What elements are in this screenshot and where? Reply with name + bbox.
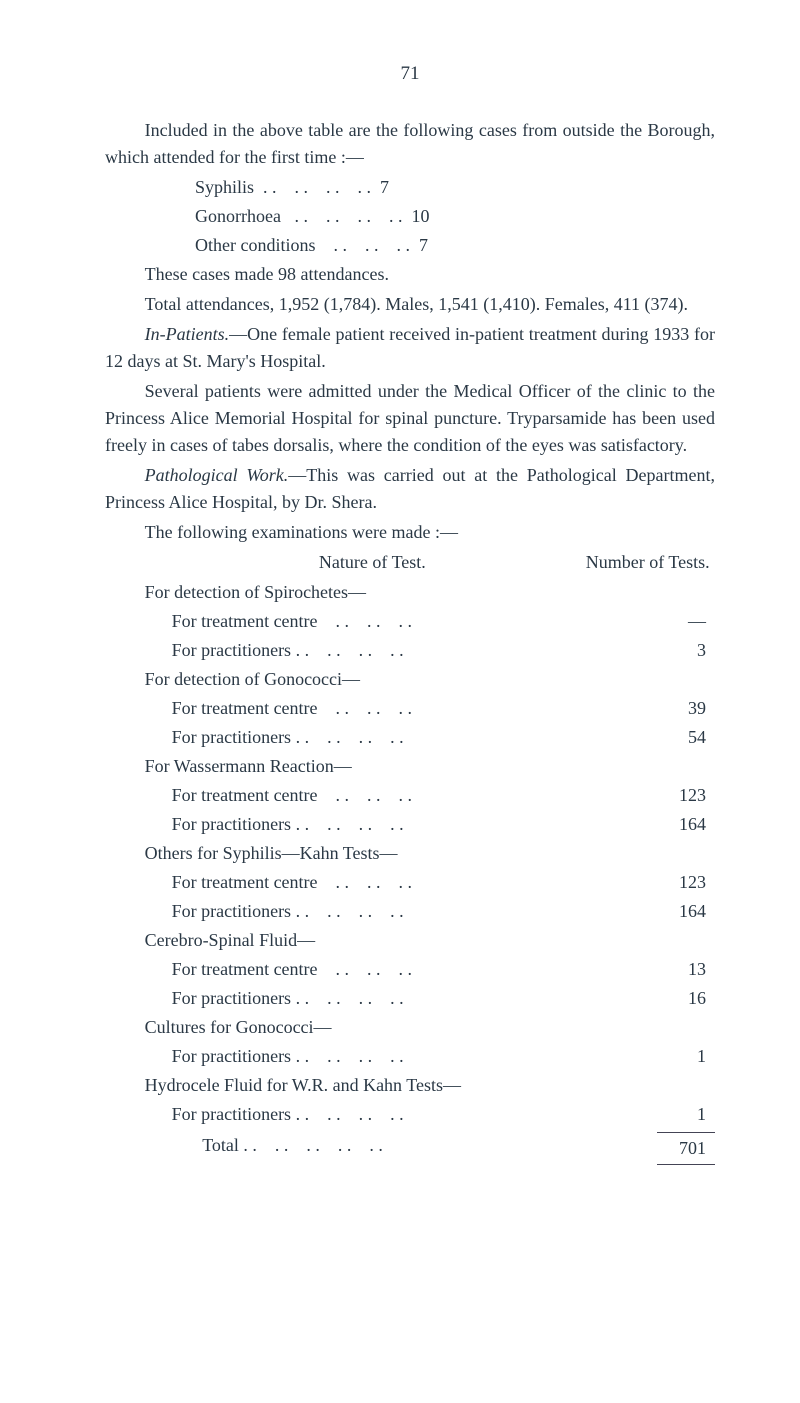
- tests-body: For detection of Spirochetes—For treatme…: [105, 579, 715, 1128]
- paragraph-following: The following examinations were made :—: [105, 519, 715, 546]
- list-label: Other conditions: [195, 232, 315, 259]
- section-title: Cultures for Gonococci—: [105, 1014, 715, 1041]
- section-title: For detection of Spirochetes—: [105, 579, 715, 606]
- total-dots: . . . . . . . .: [257, 1132, 657, 1165]
- test-row: For practitioners . . . . . . . . 1: [172, 1101, 715, 1128]
- test-row-label: For practitioners . .: [172, 1043, 309, 1070]
- pathological-heading: Pathological Work.: [145, 465, 289, 485]
- total-row: Total . . . . . . . . . . 701: [202, 1132, 715, 1165]
- paragraph-pathological: Pathological Work.—This was carried out …: [105, 462, 715, 516]
- test-row-label: For practitioners . .: [172, 1101, 309, 1128]
- list-label: Gonorrhoea: [195, 203, 281, 230]
- test-row-label: For practitioners . .: [172, 811, 309, 838]
- list-dots: . . . . . . . .: [254, 174, 380, 201]
- test-row-label: For practitioners . .: [172, 724, 309, 751]
- test-row: For treatment centre . . . . . . 123: [172, 782, 715, 809]
- tests-header: Nature of Test. Number of Tests.: [105, 549, 715, 576]
- test-row-dots: . . . . . .: [309, 1043, 657, 1070]
- tests-header-left: Nature of Test.: [105, 549, 586, 576]
- list-value: 7: [380, 174, 470, 201]
- test-row-value: 123: [657, 782, 715, 809]
- list-row: Other conditions . . . . . . 7: [195, 232, 715, 259]
- test-row-label: For treatment centre: [172, 956, 318, 983]
- test-row-value: 16: [657, 985, 715, 1012]
- test-row-dots: . . . . . .: [309, 985, 657, 1012]
- list-value: 7: [419, 232, 509, 259]
- test-row-label: For treatment centre: [172, 869, 318, 896]
- test-row-dots: . . . . . .: [318, 956, 658, 983]
- test-row-value: 13: [657, 956, 715, 983]
- test-row-label: For practitioners . .: [172, 985, 309, 1012]
- test-row: For treatment centre . . . . . . 123: [172, 869, 715, 896]
- total-value: 701: [657, 1132, 715, 1165]
- page-number: 71: [105, 60, 715, 89]
- test-row-dots: . . . . . .: [318, 782, 658, 809]
- section-title: For Wassermann Reaction—: [105, 753, 715, 780]
- test-row-dots: . . . . . .: [318, 695, 658, 722]
- test-row-dots: . . . . . .: [309, 1101, 657, 1128]
- section-title: Hydrocele Fluid for W.R. and Kahn Tests—: [105, 1072, 715, 1099]
- list-value: 10: [411, 203, 510, 230]
- section-title: Cerebro-Spinal Fluid—: [105, 927, 715, 954]
- test-row: For practitioners . . . . . . . . 3: [172, 637, 715, 664]
- test-row: For practitioners . . . . . . . . 164: [172, 811, 715, 838]
- test-row: For treatment centre . . . . . . 39: [172, 695, 715, 722]
- test-row: For practitioners . . . . . . . . 54: [172, 724, 715, 751]
- test-row-dots: . . . . . .: [318, 869, 658, 896]
- test-row-label: For practitioners . .: [172, 898, 309, 925]
- paragraph-inpatients: In-Patients.—One female patient received…: [105, 321, 715, 375]
- test-row-value: 3: [657, 637, 715, 664]
- test-row: For practitioners . . . . . . . . 164: [172, 898, 715, 925]
- test-row: For practitioners . . . . . . . . 16: [172, 985, 715, 1012]
- inpatients-heading: In-Patients.: [145, 324, 229, 344]
- paragraph-totals: Total attendances, 1,952 (1,784). Males,…: [105, 291, 715, 318]
- attendance-list: Syphilis . . . . . . . . 7 Gonorrhoea . …: [195, 174, 715, 259]
- tests-header-right: Number of Tests.: [586, 549, 715, 576]
- list-row: Gonorrhoea . . . . . . . . 10: [195, 203, 715, 230]
- test-row-label: For treatment centre: [172, 695, 318, 722]
- list-dots: . . . . . .: [315, 232, 419, 259]
- list-label: Syphilis: [195, 174, 254, 201]
- test-row-value: 1: [657, 1101, 715, 1128]
- test-row-value: 164: [657, 811, 715, 838]
- test-row-value: 39: [657, 695, 715, 722]
- list-dots: . . . . . . . .: [281, 203, 412, 230]
- test-row-dots: . . . . . .: [318, 608, 658, 635]
- test-row-label: For treatment centre: [172, 782, 318, 809]
- test-row-value: 123: [657, 869, 715, 896]
- test-row: For practitioners . . . . . . . . 1: [172, 1043, 715, 1070]
- test-row-dots: . . . . . .: [309, 724, 657, 751]
- paragraph-intro: Included in the above table are the foll…: [105, 117, 715, 171]
- test-row-value: 164: [657, 898, 715, 925]
- test-row-value: 54: [657, 724, 715, 751]
- section-title: For detection of Gonococci—: [105, 666, 715, 693]
- test-row-label: For practitioners . .: [172, 637, 309, 664]
- test-row-value: 1: [657, 1043, 715, 1070]
- section-title: Others for Syphilis—Kahn Tests—: [105, 840, 715, 867]
- test-row: For treatment centre . . . . . . —: [172, 608, 715, 635]
- test-row-dots: . . . . . .: [309, 811, 657, 838]
- test-row: For treatment centre . . . . . . 13: [172, 956, 715, 983]
- paragraph-several: Several patients were admitted under the…: [105, 378, 715, 459]
- total-label: Total . .: [202, 1132, 257, 1165]
- test-row-value: —: [657, 608, 715, 635]
- test-row-label: For treatment centre: [172, 608, 318, 635]
- test-row-dots: . . . . . .: [309, 898, 657, 925]
- paragraph-attendances: These cases made 98 attendances.: [105, 261, 715, 288]
- test-row-dots: . . . . . .: [309, 637, 657, 664]
- list-row: Syphilis . . . . . . . . 7: [195, 174, 715, 201]
